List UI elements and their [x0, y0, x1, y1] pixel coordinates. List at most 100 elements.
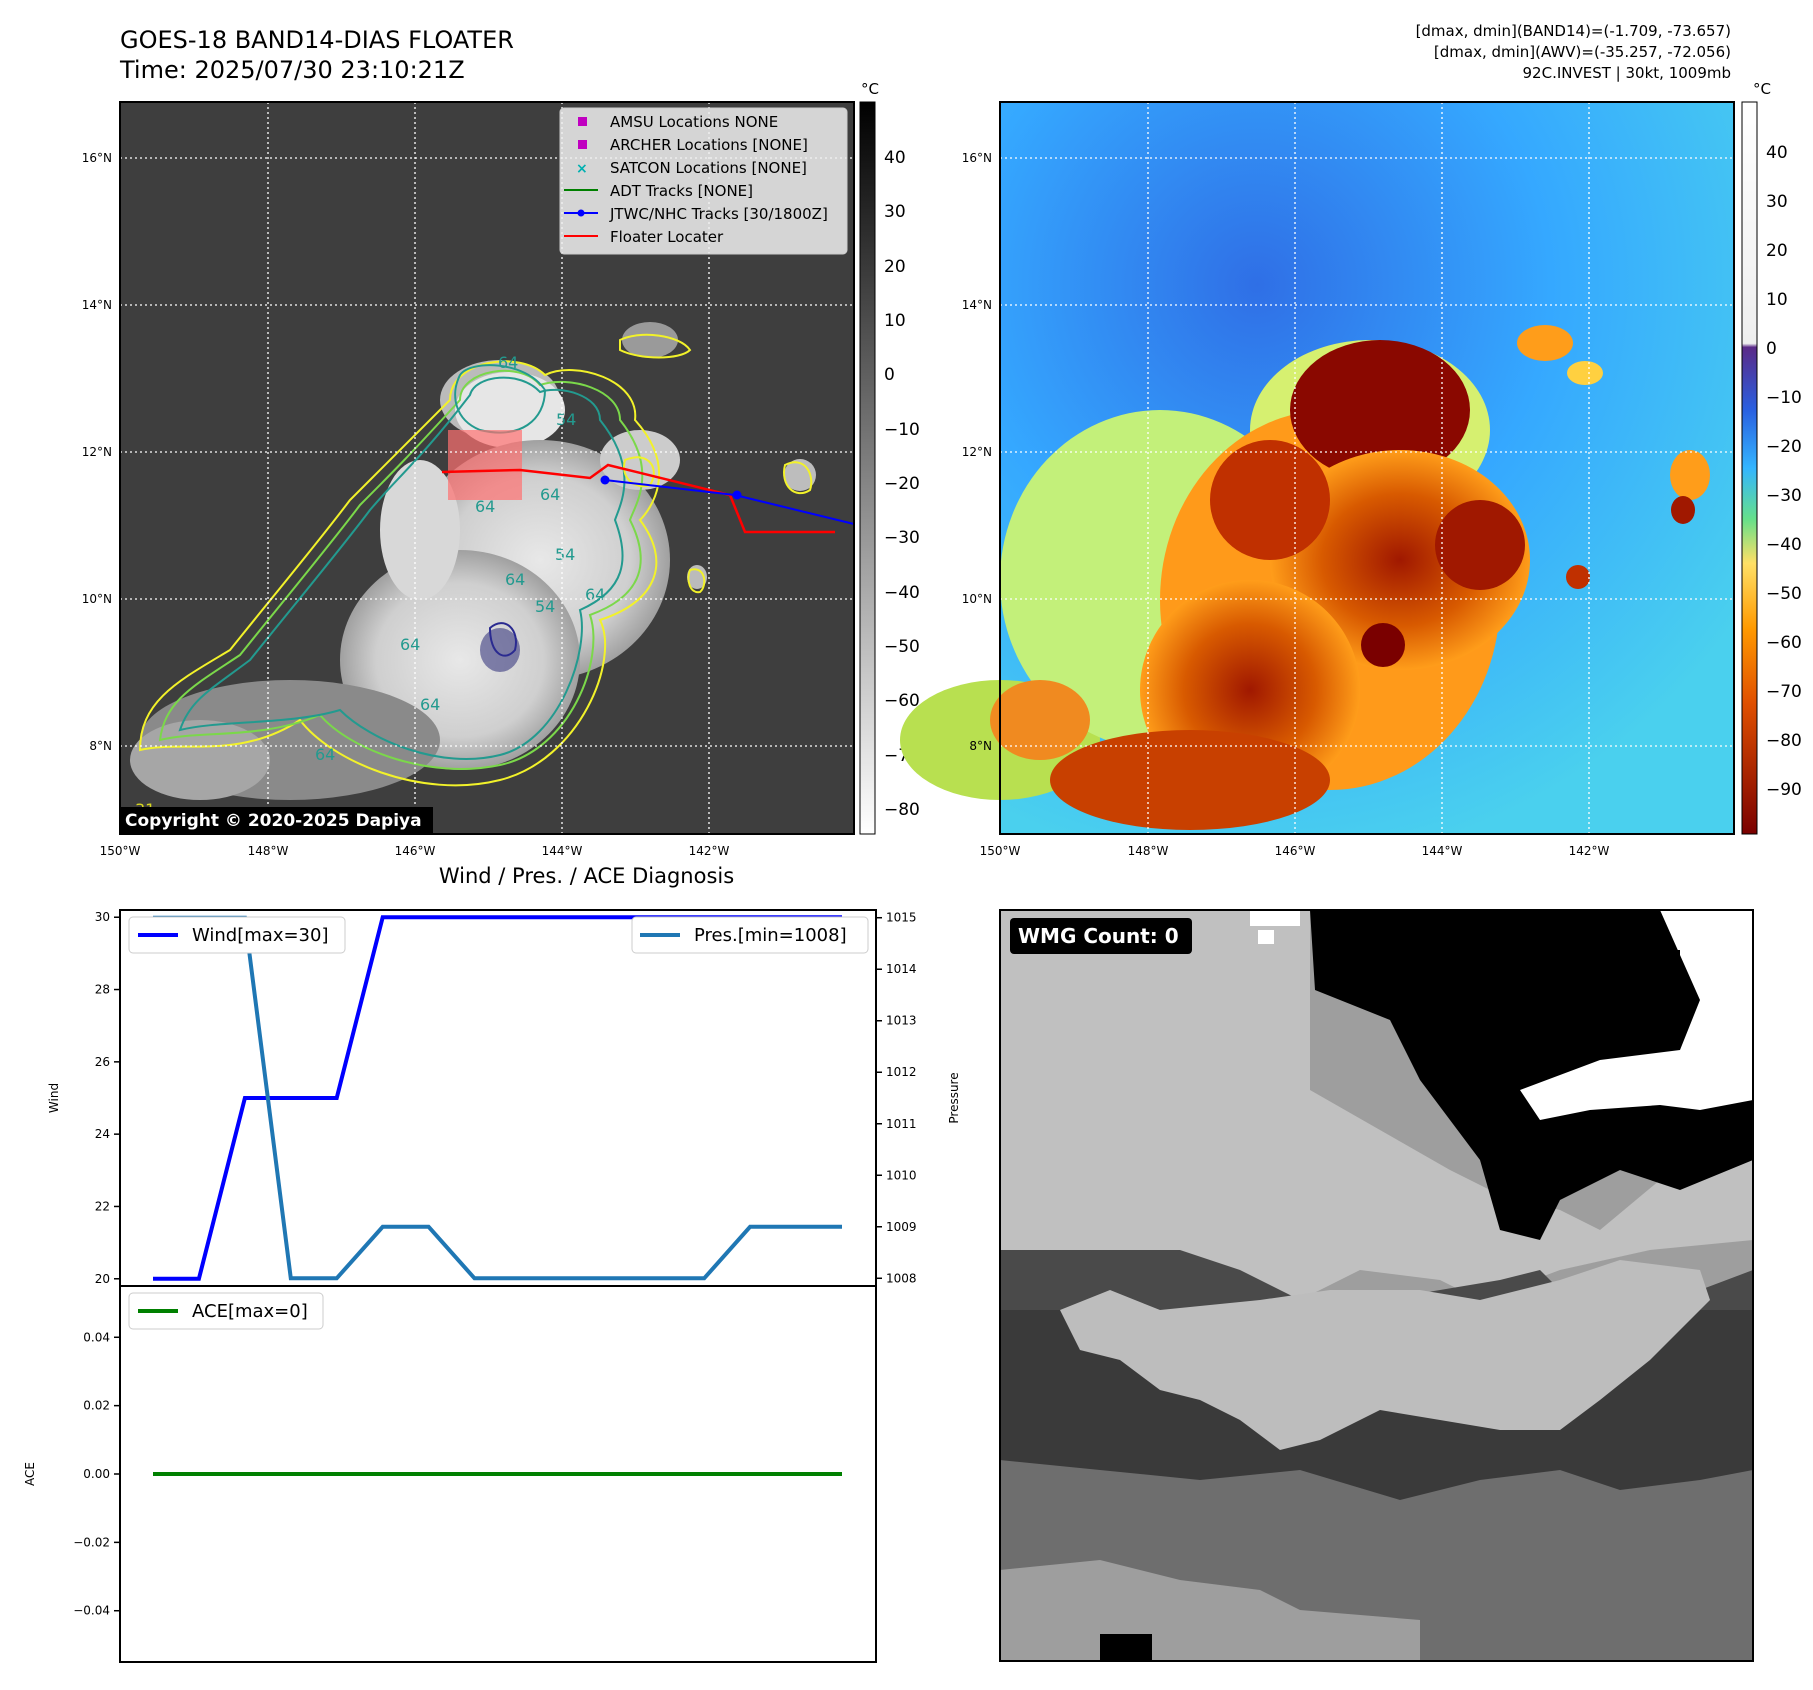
jtwc-track-point — [732, 490, 742, 500]
diagnosis-title: Wind / Pres. / ACE Diagnosis — [438, 864, 735, 888]
wmg-frame — [999, 909, 1754, 1662]
pressure-legend: Pres.[min=1008] — [631, 916, 869, 954]
contour-label: 54 — [555, 545, 575, 564]
colorbar1-tick: 0 — [884, 365, 895, 385]
lat-tick: 16°N — [962, 151, 992, 165]
colorbar2-tick: −70 — [1766, 682, 1802, 702]
contour-label: 54 — [535, 597, 555, 616]
wind-tick-label: 24 — [95, 1127, 110, 1141]
lat-tick: 16°N — [82, 151, 112, 165]
copyright-text: Copyright © 2020-2025 Dapiya — [125, 811, 422, 831]
colorbar2-ticks: 40 30 20 10 0 −10 −20 −30 −40 −50 −60 −7… — [1766, 143, 1802, 800]
contour-label: 64 — [420, 695, 440, 714]
colorbar2-tick: −30 — [1766, 486, 1802, 506]
lon-tick: 142°W — [689, 844, 730, 858]
colorbar2-tick: −90 — [1766, 780, 1802, 800]
ace-legend: ACE[max=0] — [128, 1292, 324, 1330]
contour-label: 64 — [505, 570, 525, 589]
wind-tick-label: 28 — [95, 983, 110, 997]
contour-label: 54 — [556, 410, 576, 429]
contour-label: 64 — [475, 497, 495, 516]
colorbar2-tick: 20 — [1766, 241, 1788, 261]
lat-tick: 8°N — [89, 739, 112, 753]
ir-contours — [138, 333, 813, 787]
archer-marker-icon — [578, 140, 587, 149]
lon-tick: 150°W — [100, 844, 141, 858]
pressure-tick-label: 1015 — [886, 911, 917, 925]
colorbar1-ticks: 40 30 20 10 0 −10 −20 −30 −40 −50 −60 −7… — [884, 148, 920, 820]
contour-label: 64 — [585, 585, 605, 604]
colorbar1-tick: −50 — [884, 637, 920, 657]
jtwc-dot-icon — [577, 209, 585, 217]
ir-map-panel: 64 54 64 64 54 64 64 54 64 64 64 31 Copy… — [82, 80, 920, 858]
ir-lon-ticks: 150°W 148°W 146°W 144°W 142°W — [100, 844, 730, 858]
pressure-series-line — [153, 915, 842, 1281]
colorbar2-tick: −20 — [1766, 437, 1802, 457]
floater-track — [441, 463, 835, 534]
pressure-tick-label: 1011 — [886, 1117, 917, 1131]
colorbar1-tick: 30 — [884, 202, 906, 222]
colorbar1-tick: 10 — [884, 311, 906, 331]
lat-tick: 10°N — [82, 592, 112, 606]
pressure-tick-label: 1008 — [886, 1271, 917, 1285]
colorbar1-tick: −80 — [884, 800, 920, 820]
colorbar1-unit: °C — [861, 80, 879, 98]
lon-tick: 148°W — [248, 844, 289, 858]
legend-item-adt: ADT Tracks [NONE] — [610, 182, 753, 200]
ace-legend-label: ACE[max=0] — [192, 1301, 308, 1322]
colorbar1-tick: −30 — [884, 528, 920, 548]
pressure-tick-label: 1012 — [886, 1065, 917, 1079]
figure-time: Time: 2025/07/30 23:10:21Z — [120, 56, 465, 84]
lat-tick: 14°N — [962, 298, 992, 312]
pressure-tick-label: 1014 — [886, 962, 917, 976]
colorbar2-unit: °C — [1753, 80, 1771, 98]
pressure-y-ticks: 1015 1014 1013 1012 1011 1010 1009 1008 — [876, 911, 917, 1285]
contour-label: 64 — [540, 485, 560, 504]
awv-map-panel: °C 40 30 20 10 0 −10 −20 −30 −40 −50 −60… — [900, 80, 1802, 858]
band14-range-text: [dmax, dmin](BAND14)=(-1.709, -73.657) — [1415, 22, 1731, 40]
wmg-count-label: WMG Count: 0 — [1018, 924, 1179, 948]
lon-tick: 148°W — [1128, 844, 1169, 858]
colorbar1-tick: −60 — [884, 691, 920, 711]
figure-title: GOES-18 BAND14-DIAS FLOATER — [120, 26, 514, 54]
ace-tick-label: 0.02 — [83, 1399, 110, 1413]
colorbar1-tick: −10 — [884, 420, 920, 440]
colorbar2-tick: 10 — [1766, 290, 1788, 310]
contour-label: 64 — [498, 353, 518, 372]
colorbar2-tick: −50 — [1766, 584, 1802, 604]
awv-gridlines — [1000, 102, 1734, 834]
lat-tick: 12°N — [82, 445, 112, 459]
colorbar2-tick: 40 — [1766, 143, 1788, 163]
pressure-tick-label: 1013 — [886, 1014, 917, 1028]
floater-box — [448, 430, 522, 500]
colorbar2-tick: −40 — [1766, 535, 1802, 555]
colorbar2-tick: 30 — [1766, 192, 1788, 212]
wind-legend-label: Wind[max=30] — [192, 925, 329, 946]
colorbar2-tick: −60 — [1766, 633, 1802, 653]
lon-tick: 144°W — [1422, 844, 1463, 858]
wind-tick-label: 20 — [95, 1272, 110, 1286]
awv-lat-ticks: 16°N 14°N 12°N 10°N 8°N — [962, 151, 992, 753]
ace-tick-label: −0.02 — [73, 1535, 110, 1549]
lon-tick: 146°W — [1275, 844, 1316, 858]
wind-y-ticks: 30 28 26 24 22 20 — [95, 910, 120, 1286]
wmg-panel: WMG Count: 0 — [999, 909, 1754, 1662]
legend-item-amsu: AMSU Locations NONE — [610, 113, 778, 131]
pressure-tick-label: 1010 — [886, 1168, 917, 1182]
colorbar1-tick: −20 — [884, 474, 920, 494]
colorbar1-tick: −40 — [884, 583, 920, 603]
pressure-tick-label: 1009 — [886, 1220, 917, 1234]
lat-tick: 12°N — [962, 445, 992, 459]
legend-item-jtwc: JTWC/NHC Tracks [30/1800Z] — [609, 205, 828, 223]
colorbar1-tick: 20 — [884, 257, 906, 277]
wind-tick-label: 30 — [95, 910, 110, 924]
wmg-dark-region — [1100, 910, 1753, 1240]
color-colorbar — [1741, 101, 1758, 835]
amsu-marker-icon — [578, 117, 587, 126]
lon-tick: 146°W — [395, 844, 436, 858]
contour-label: 64 — [315, 745, 335, 764]
legend-item-floater: Floater Locater — [610, 228, 724, 246]
lon-tick: 142°W — [1569, 844, 1610, 858]
pressure-axis-label: Pressure — [947, 1072, 961, 1123]
